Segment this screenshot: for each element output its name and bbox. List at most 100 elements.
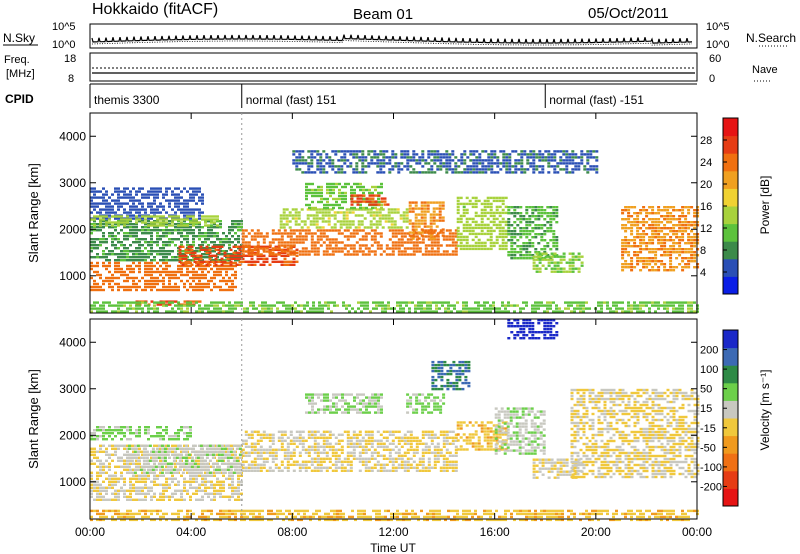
heatmap-cell (486, 217, 490, 221)
heatmap-cell (441, 219, 445, 222)
heatmap-cell (192, 492, 195, 495)
heatmap-cell (690, 230, 694, 233)
heatmap-cell (313, 244, 317, 247)
heatmap-cell (351, 307, 354, 310)
heatmap-cell (183, 483, 186, 486)
heatmap-cell (543, 209, 547, 212)
heatmap-cell (214, 263, 218, 266)
heatmap-cell (454, 165, 458, 168)
heatmap-cell (350, 197, 354, 200)
heatmap-cell (144, 229, 147, 232)
heatmap-cell (111, 205, 114, 208)
heatmap-cell (454, 247, 458, 250)
heatmap-cell (343, 229, 347, 232)
heatmap-cell (645, 248, 649, 251)
heatmap-cell (180, 273, 183, 277)
heatmap-cell (108, 259, 111, 262)
heatmap-cell (400, 150, 404, 153)
heatmap-cell (301, 253, 305, 256)
heatmap-cell (144, 261, 147, 265)
heatmap-cell (663, 218, 667, 221)
heatmap-cell (405, 214, 409, 217)
heatmap-cell (201, 247, 204, 250)
heatmap-cell (432, 219, 436, 222)
heatmap-cell (630, 215, 634, 218)
heatmap-cell (678, 242, 682, 245)
heatmap-cell (310, 232, 314, 235)
heatmap-cell (381, 208, 385, 211)
heatmap-cell (202, 248, 206, 251)
heatmap-cell (135, 465, 138, 468)
heatmap-cell (480, 244, 484, 248)
heatmap-cell (210, 235, 213, 238)
heatmap-cell (159, 235, 162, 238)
heatmap-cell (471, 217, 475, 221)
heatmap-cell (135, 264, 138, 268)
heatmap-cell (150, 300, 154, 303)
heatmap-cell (114, 264, 117, 268)
heatmap-cell (327, 217, 331, 220)
heatmap-cell (525, 254, 529, 257)
heatmap-cell (376, 232, 380, 235)
heatmap-cell (567, 307, 570, 310)
heatmap-cell (237, 495, 240, 498)
heatmap-cell (394, 232, 398, 235)
heatmap-cell (498, 226, 502, 230)
heatmap-cell (177, 250, 180, 253)
heatmap-cell (105, 310, 108, 313)
heatmap-cell (144, 241, 147, 244)
heatmap-cell (147, 310, 150, 313)
heatmap-cell (508, 162, 512, 165)
heatmap-cell (678, 209, 682, 212)
heatmap-cell (153, 220, 156, 223)
heatmap-cell (556, 267, 560, 270)
heatmap-cell (415, 241, 419, 244)
heatmap-cell (117, 285, 120, 289)
heatmap-cell (442, 162, 446, 165)
heatmap-cell (292, 162, 296, 165)
heatmap-cell (279, 310, 282, 313)
heatmap-cell (300, 310, 303, 313)
heatmap-cell (144, 221, 147, 224)
heatmap-cell (99, 224, 102, 227)
heatmap-cell (363, 307, 366, 310)
heatmap-cell (156, 444, 159, 447)
heatmap-cell (376, 153, 380, 156)
heatmap-cell (294, 214, 298, 217)
heatmap-cell (292, 251, 296, 254)
heatmap-cell (462, 223, 466, 227)
heatmap-cell (171, 480, 174, 483)
heatmap-cell (639, 257, 643, 260)
heatmap-cell (675, 236, 679, 239)
heatmap-cell (396, 301, 399, 304)
heatmap-cell (577, 267, 581, 270)
heatmap-cell (120, 474, 123, 477)
heatmap-cell (171, 450, 174, 453)
heatmap-cell (150, 276, 153, 280)
heatmap-cell (592, 156, 596, 159)
heatmap-cell (159, 215, 162, 218)
heatmap-cell (147, 229, 150, 232)
heatmap-cell (379, 168, 383, 171)
heatmap-cell (177, 232, 180, 235)
heatmap-cell (129, 468, 132, 471)
heatmap-cell (490, 150, 494, 153)
heatmap-cell (340, 241, 344, 244)
heatmap-cell (442, 250, 446, 253)
heatmap-cell (397, 247, 401, 250)
heatmap-cell (198, 235, 201, 238)
heatmap-cell (300, 220, 304, 223)
heatmap-cell (367, 165, 371, 168)
heatmap-cell (645, 221, 649, 224)
heatmap-cell (96, 247, 99, 250)
heatmap-cell (412, 241, 416, 244)
heatmap-cell (305, 203, 308, 207)
heatmap-cell (117, 187, 120, 190)
heatmap-cell (534, 304, 537, 307)
heatmap-cell (156, 232, 159, 235)
heatmap-cell (525, 209, 529, 212)
heatmap-cell (195, 456, 198, 459)
heatmap-cell (189, 456, 192, 459)
heatmap-cell (371, 191, 374, 195)
heatmap-cell (531, 242, 535, 245)
